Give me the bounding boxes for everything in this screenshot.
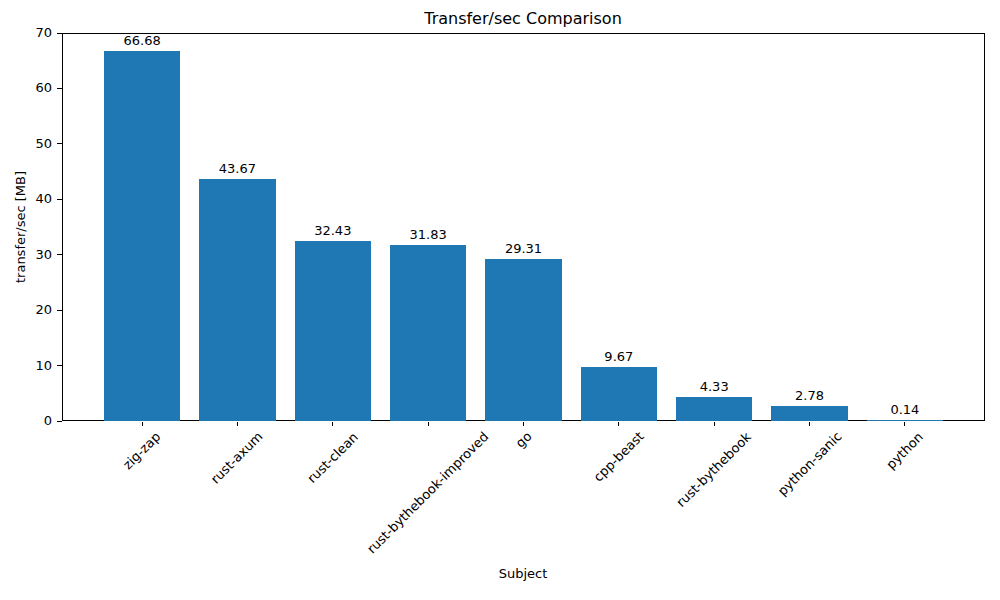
y-tick-mark [57, 310, 62, 311]
bar [485, 259, 561, 421]
bar [390, 245, 466, 421]
y-tick-mark [57, 421, 62, 422]
bar [771, 406, 847, 421]
chart-title: Transfer/sec Comparison [424, 9, 622, 28]
bar-value-label: 0.14 [860, 402, 950, 418]
bar-value-label: 32.43 [288, 223, 378, 239]
y-tick-label: 10 [0, 358, 52, 374]
bar [199, 179, 275, 421]
bar-value-label: 29.31 [479, 241, 569, 257]
bar-value-label: 66.68 [97, 33, 187, 49]
y-tick-label: 50 [0, 136, 52, 152]
y-tick-label: 60 [0, 80, 52, 96]
bar [581, 367, 657, 421]
x-tick-label: rust-bythebook [673, 429, 754, 510]
bar [104, 51, 180, 421]
x-tick-mark [714, 422, 715, 426]
y-tick-label: 20 [0, 302, 52, 318]
y-tick-mark [57, 199, 62, 200]
y-tick-mark [57, 365, 62, 366]
bar [676, 397, 752, 421]
x-tick-mark [142, 422, 143, 426]
bar-value-label: 2.78 [765, 388, 855, 404]
bar-chart-figure: Transfer/sec Comparison transfer/sec [MB… [0, 0, 1000, 600]
x-tick-label: go [512, 429, 535, 452]
x-tick-label: python-sanic [774, 429, 845, 500]
y-tick-label: 0 [0, 413, 52, 429]
bar-value-label: 4.33 [669, 379, 759, 395]
y-tick-label: 40 [0, 191, 52, 207]
x-tick-mark [904, 422, 905, 426]
x-axis-label: Subject [499, 566, 548, 581]
bar-value-label: 31.83 [383, 227, 473, 243]
x-tick-label: rust-axum [208, 429, 266, 487]
bar-value-label: 43.67 [192, 161, 282, 177]
y-tick-label: 70 [0, 25, 52, 41]
x-tick-mark [523, 422, 524, 426]
x-tick-label: python [883, 429, 926, 472]
x-tick-label: rust-bythebook-improved [364, 429, 492, 557]
x-tick-mark [809, 422, 810, 426]
x-tick-mark [618, 422, 619, 426]
y-tick-mark [57, 33, 62, 34]
x-tick-mark [428, 422, 429, 426]
y-tick-mark [57, 254, 62, 255]
bar-value-label: 9.67 [574, 349, 664, 365]
x-tick-mark [332, 422, 333, 426]
x-tick-label: zig-zap [120, 429, 164, 473]
x-tick-mark [237, 422, 238, 426]
x-tick-label: cpp-beast [590, 429, 647, 486]
y-axis-label: transfer/sec [MB] [13, 171, 28, 283]
y-tick-mark [57, 143, 62, 144]
bar [295, 241, 371, 421]
y-tick-label: 30 [0, 247, 52, 263]
x-tick-label: rust-clean [304, 429, 361, 486]
y-tick-mark [57, 88, 62, 89]
